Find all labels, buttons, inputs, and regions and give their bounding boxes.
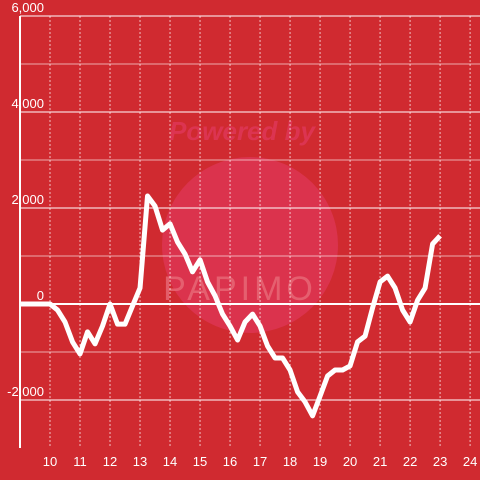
x-tick-label: 12	[103, 454, 117, 469]
x-tick-label: 24	[463, 454, 477, 469]
line	[20, 193, 442, 419]
watermark-text: Powered by	[169, 116, 316, 146]
x-tick-label: 21	[373, 454, 387, 469]
y-tick-label: 2,000	[11, 192, 44, 207]
x-tick-label: 11	[73, 454, 87, 469]
x-tick-label: 16	[223, 454, 237, 469]
x-tick-label: 23	[433, 454, 447, 469]
x-tick-label: 15	[193, 454, 207, 469]
watermark-circle	[162, 157, 338, 333]
watermark-text: PAPIMO	[163, 270, 317, 308]
x-tick-label: 20	[343, 454, 357, 469]
y-tick-label: 4,000	[11, 96, 44, 111]
x-tick-label: 22	[403, 454, 417, 469]
x-tick-label: 19	[313, 454, 327, 469]
x-tick-label: 14	[163, 454, 177, 469]
x-tick-label: 17	[253, 454, 267, 469]
x-tick-label: 13	[133, 454, 147, 469]
x-tick-label: 18	[283, 454, 297, 469]
y-tick-label: 0	[37, 288, 44, 303]
x-tick-label: 10	[43, 454, 57, 469]
y-tick-label: 6,000	[11, 0, 44, 15]
y-tick-label: -2,000	[7, 384, 44, 399]
